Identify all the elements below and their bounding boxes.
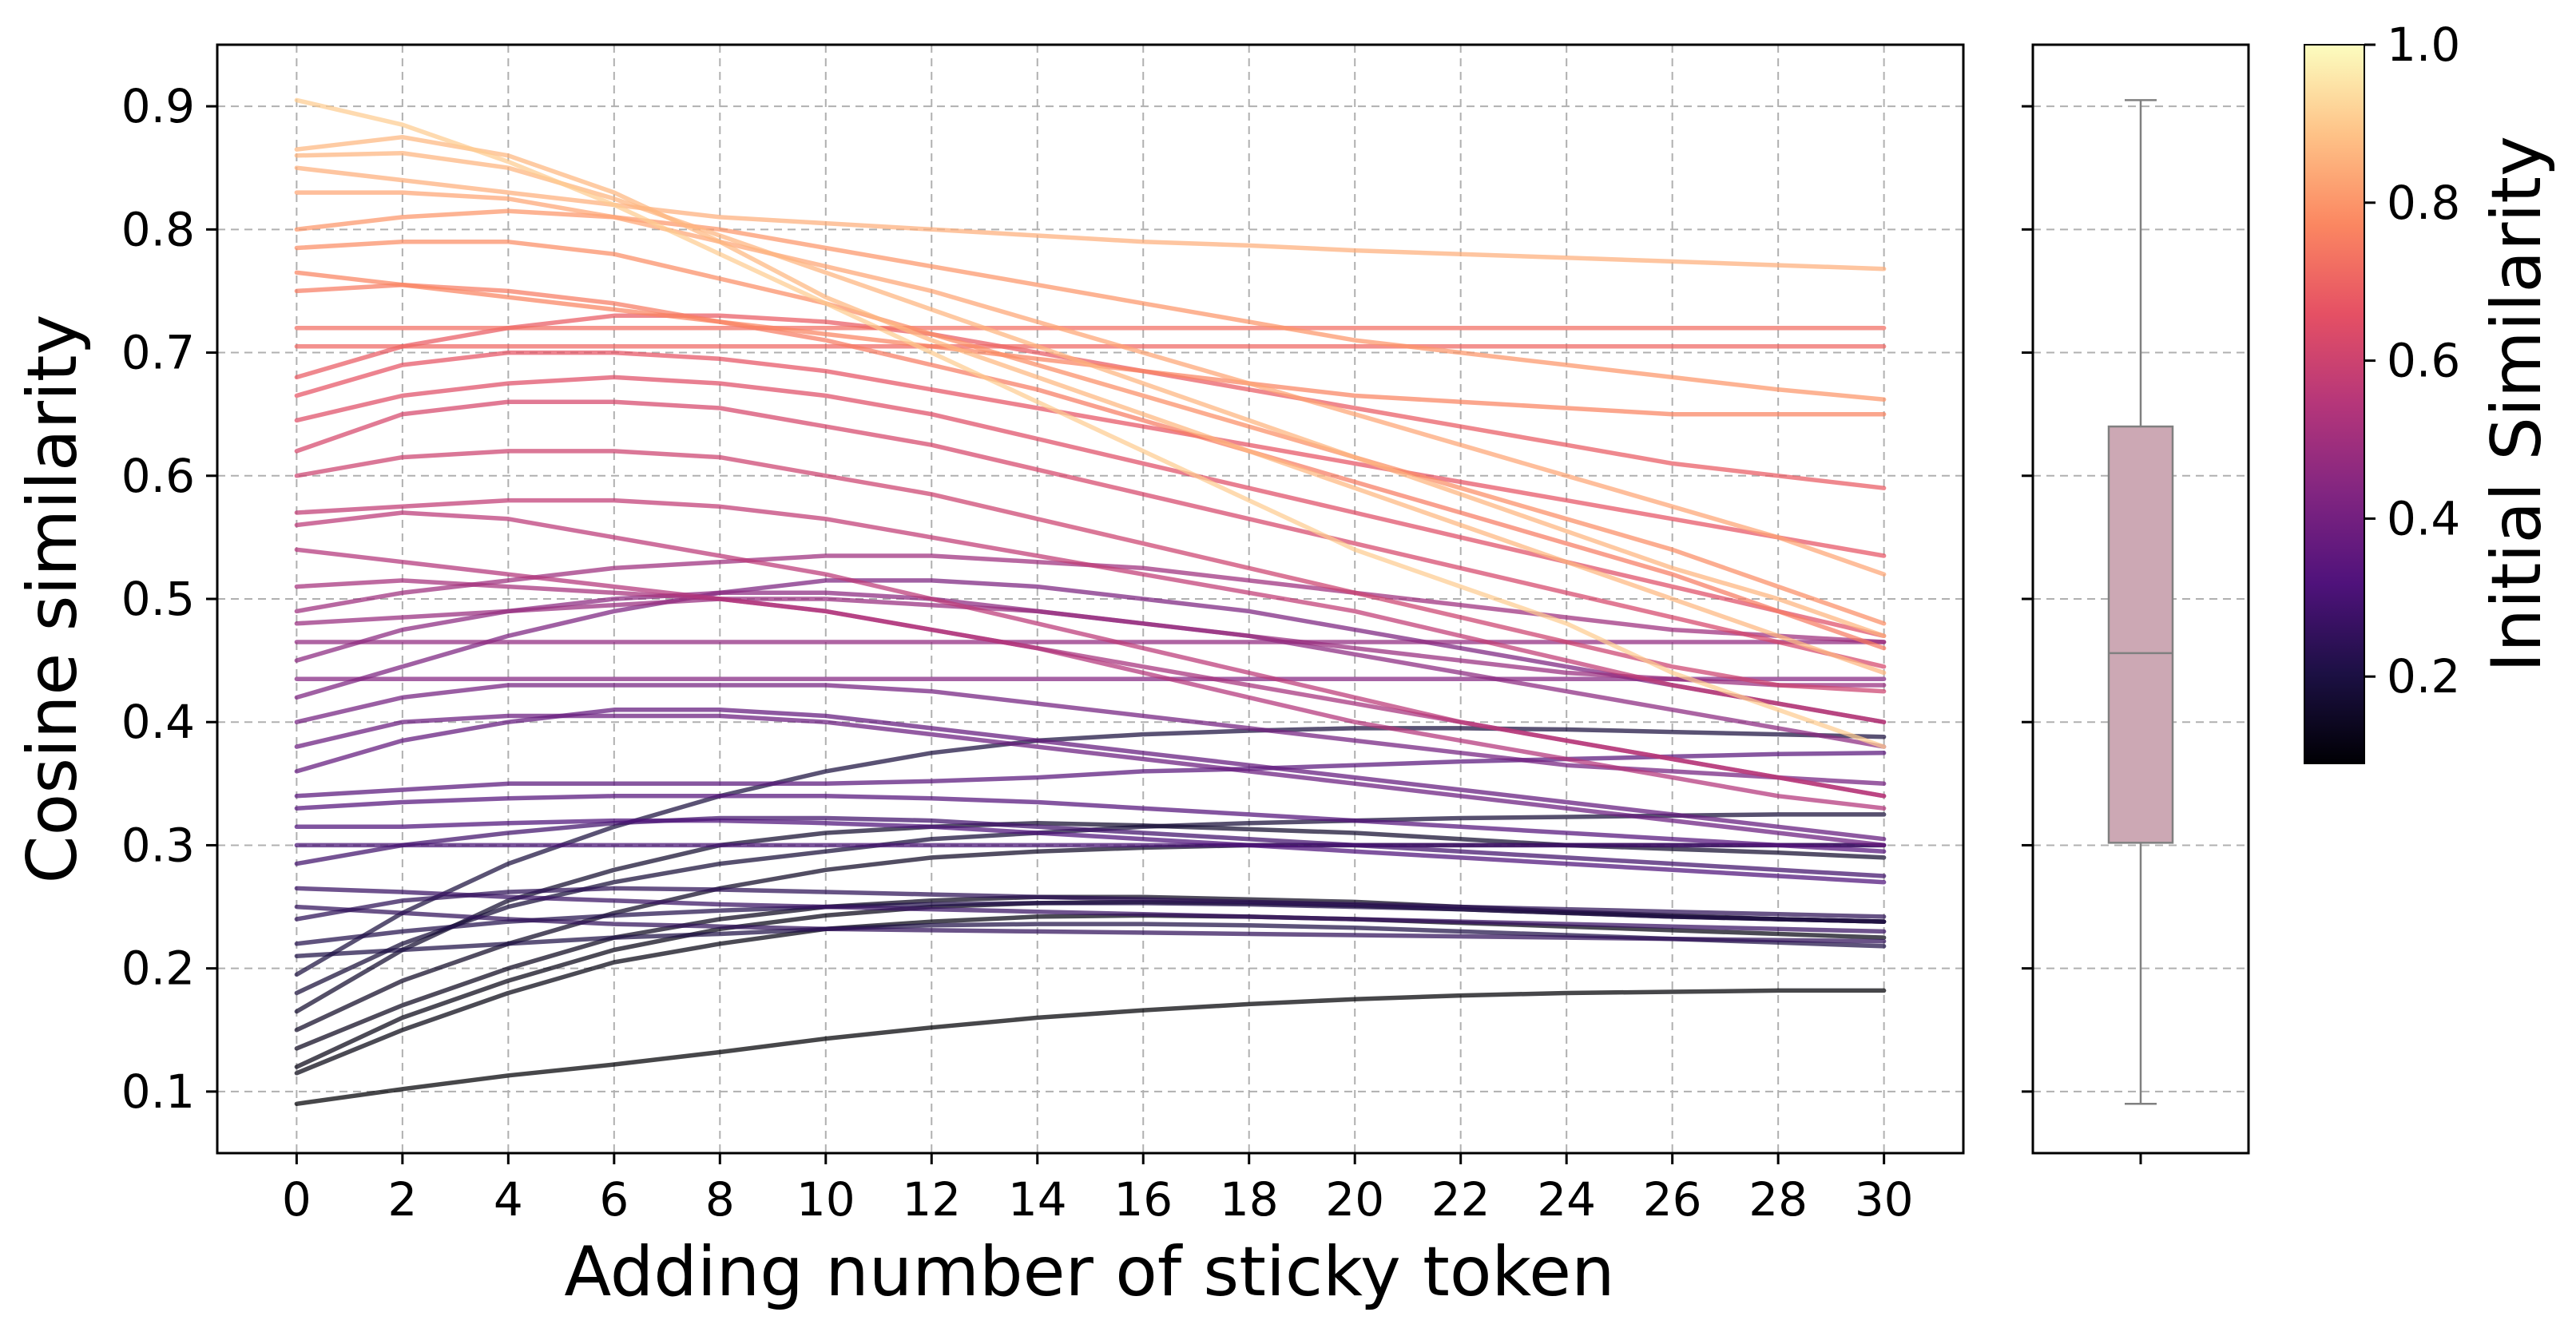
y-tick-label: 0.2 — [121, 942, 195, 996]
boxplot-ticks — [2022, 105, 2142, 1164]
series-line-s31 — [294, 794, 1887, 854]
colorbar-tick-label: 1.0 — [2387, 18, 2460, 72]
series-line-s06 — [294, 208, 1887, 402]
x-tick-label: 0 — [282, 1172, 312, 1227]
series-line-s19 — [294, 547, 1887, 811]
series-line-s02 — [294, 134, 1887, 676]
colorbar-tick-label: 0.8 — [2387, 176, 2460, 230]
series-line-s35 — [294, 886, 1887, 934]
y-tick-label: 0.1 — [121, 1064, 195, 1119]
series-line-s26 — [294, 578, 1887, 724]
y-tick-label: 0.7 — [121, 326, 195, 380]
x-axis: 0 2 4 6 8 10 12 14 16 18 20 22 24 26 28 30 — [282, 1153, 1914, 1227]
series-line-s17 — [294, 498, 1887, 724]
colorbar-tick-label: 0.2 — [2387, 649, 2460, 704]
series-line-s13 — [294, 350, 1887, 558]
series-line-s16 — [294, 449, 1887, 694]
boxplot-grid — [2033, 105, 2249, 1092]
x-tick-label: 26 — [1643, 1172, 1702, 1227]
y-tick-label: 0.4 — [121, 695, 195, 749]
y-axis-title: Cosine similarity — [13, 315, 93, 884]
x-tick-label: 16 — [1113, 1172, 1173, 1227]
x-tick-label: 20 — [1325, 1172, 1384, 1227]
series-line-s14 — [294, 375, 1887, 639]
series-line-s47 — [294, 988, 1887, 1107]
series-line-s05 — [294, 190, 1887, 577]
y-tick-label: 0.8 — [121, 202, 195, 256]
series-line-s30 — [294, 751, 1887, 799]
series-line-s38 — [294, 901, 1887, 946]
x-tick-label: 22 — [1431, 1172, 1490, 1227]
series-line-s22 — [294, 597, 1887, 688]
x-tick-label: 28 — [1748, 1172, 1808, 1227]
x-tick-label: 4 — [494, 1172, 523, 1227]
x-tick-label: 8 — [705, 1172, 735, 1227]
x-tick-label: 6 — [599, 1172, 629, 1227]
x-tick-label: 14 — [1008, 1172, 1067, 1227]
x-tick-label: 18 — [1220, 1172, 1279, 1227]
x-tick-label: 10 — [796, 1172, 855, 1227]
series-line-s01 — [294, 97, 1887, 749]
colorbar — [2304, 44, 2365, 764]
x-axis-title: Adding number of sticky token — [564, 1232, 1614, 1312]
colorbar-ticks: 0.2 0.4 0.6 0.8 1.0 — [2364, 18, 2460, 704]
x-tick-label: 12 — [902, 1172, 961, 1227]
series-line-s18 — [294, 510, 1887, 799]
series-lines — [294, 97, 1887, 1107]
y-tick-label: 0.9 — [121, 79, 195, 133]
y-tick-label: 0.6 — [121, 449, 195, 503]
series-line-s27 — [294, 683, 1887, 787]
boxplot — [2107, 99, 2174, 1105]
x-tick-label: 2 — [387, 1172, 417, 1227]
series-line-s36 — [294, 904, 1887, 944]
series-line-s12 — [294, 313, 1887, 490]
series-line-s34 — [294, 815, 1887, 878]
x-tick-label: 30 — [1855, 1172, 1914, 1227]
y-tick-label: 0.3 — [121, 818, 195, 872]
series-line-s07 — [294, 240, 1887, 626]
series-line-s46 — [294, 913, 1887, 1076]
colorbar-tick-label: 0.4 — [2387, 491, 2460, 545]
series-line-s09 — [294, 282, 1887, 651]
x-tick-label: 24 — [1537, 1172, 1596, 1227]
series-line-s37 — [294, 886, 1887, 922]
y-axis: 0.1 0.2 0.3 0.4 0.5 0.6 0.7 0.8 0.9 — [121, 79, 217, 1119]
series-line-s15 — [294, 399, 1887, 669]
series-line-s32 — [294, 818, 1887, 885]
colorbar-tick-label: 0.6 — [2387, 334, 2460, 388]
colorbar-title: Initial Similarity — [2477, 136, 2557, 672]
series-line-s28 — [294, 713, 1887, 848]
y-tick-label: 0.5 — [121, 572, 195, 626]
series-line-s04 — [294, 165, 1887, 272]
boxplot-box — [2107, 425, 2174, 844]
